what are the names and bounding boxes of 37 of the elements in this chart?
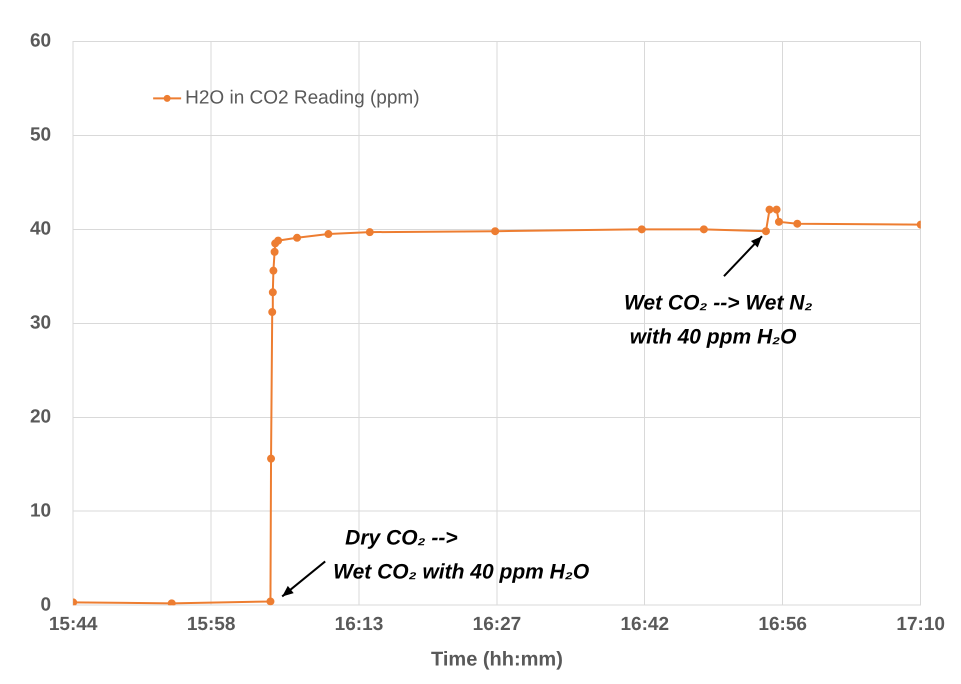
- point: [293, 234, 302, 242]
- point: [366, 228, 374, 236]
- x-tick-label: 16:27: [472, 614, 522, 635]
- point: [270, 248, 279, 256]
- annotation: Dry CO₂ --> Wet CO₂ with 40 ppm H₂O: [333, 526, 590, 584]
- y-tick-label: 0: [40, 594, 52, 616]
- point: [266, 597, 274, 606]
- x-tick-label: 16:13: [334, 614, 384, 635]
- point: [766, 206, 774, 214]
- x-axis-title: Time (hh:mm): [430, 648, 563, 671]
- point: [762, 227, 770, 236]
- y-tick-label: 40: [30, 218, 52, 240]
- point: [491, 227, 500, 236]
- point: [700, 225, 708, 234]
- y-tick-label: 20: [30, 406, 52, 428]
- point: [772, 206, 781, 214]
- point: [324, 230, 332, 238]
- point: [268, 308, 276, 316]
- legend-label: H2O in CO2 Reading (ppm): [185, 88, 420, 109]
- x-tick-label: 17:10: [896, 614, 946, 635]
- point: [793, 220, 802, 228]
- x-tick-label: 15:58: [186, 614, 236, 635]
- y-tick-label: 30: [30, 312, 52, 334]
- point: [269, 266, 278, 275]
- point: [267, 454, 276, 463]
- x-tick-label: 16:56: [758, 614, 807, 635]
- y-tick-label: 50: [30, 124, 52, 146]
- y-tick-label: 60: [30, 30, 52, 52]
- y-tick-label: 10: [30, 500, 52, 522]
- point: [274, 236, 282, 245]
- annotation: Wet CO₂ --> Wet N₂ with 40 ppm H₂O: [624, 292, 812, 349]
- point: [168, 599, 176, 606]
- x-tick-label: 16:42: [620, 614, 670, 635]
- point: [774, 218, 783, 226]
- point: [638, 225, 646, 234]
- x-tick-label: 15:44: [48, 614, 98, 635]
- point: [268, 288, 277, 296]
